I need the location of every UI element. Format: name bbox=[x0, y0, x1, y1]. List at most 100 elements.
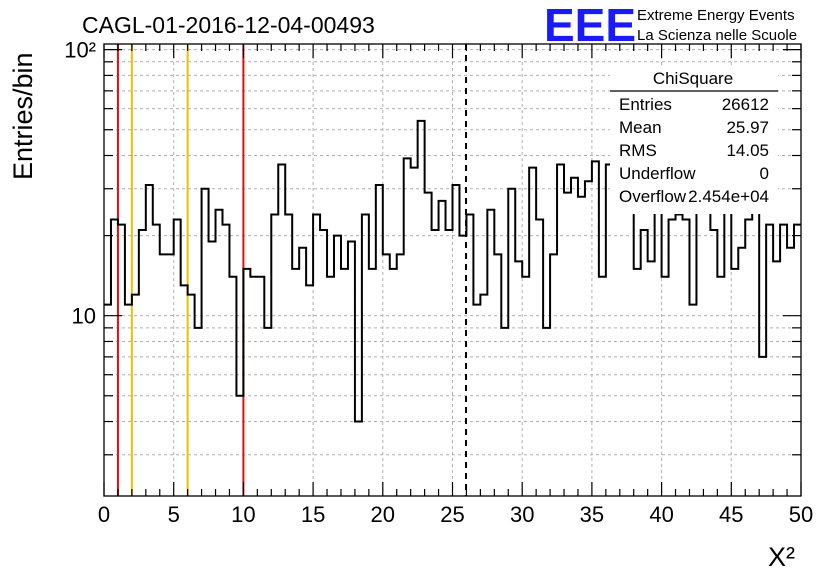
histogram-bin bbox=[222, 225, 229, 496]
y-tick-label: 10² bbox=[64, 38, 96, 63]
histogram-bin bbox=[766, 225, 773, 496]
histogram-bin bbox=[257, 277, 264, 496]
histogram-bin bbox=[439, 201, 446, 496]
histogram-bin bbox=[717, 277, 724, 496]
histogram-bin bbox=[571, 178, 578, 496]
stats-value-mean: 25.97 bbox=[726, 118, 769, 137]
histogram-bin bbox=[683, 219, 690, 496]
y-tick-label: 10 bbox=[72, 304, 96, 329]
histogram-bin bbox=[292, 269, 299, 496]
histogram-bin bbox=[369, 269, 376, 496]
histogram-bin bbox=[397, 254, 404, 496]
histogram-bin bbox=[390, 269, 397, 496]
histogram-bin bbox=[341, 269, 348, 496]
histogram-bin bbox=[411, 168, 418, 496]
x-tick-label: 30 bbox=[510, 502, 534, 527]
histogram-bin bbox=[446, 230, 453, 496]
histogram-bin bbox=[543, 328, 550, 496]
x-tick-label: 5 bbox=[168, 502, 180, 527]
histogram-bin bbox=[320, 230, 327, 496]
histogram-bin bbox=[787, 248, 794, 496]
chart-title: CAGL-01-2016-12-04-00493 bbox=[82, 12, 375, 38]
stats-label-underflow: Underflow bbox=[619, 164, 696, 183]
histogram-bin bbox=[104, 305, 111, 496]
histogram-bin bbox=[362, 215, 369, 496]
histogram-bin bbox=[264, 328, 271, 496]
histogram-bin bbox=[724, 174, 731, 496]
histogram-bin bbox=[501, 328, 508, 496]
histogram-bin bbox=[585, 181, 592, 496]
histogram-bin bbox=[348, 242, 355, 496]
histogram-bin bbox=[209, 242, 216, 496]
histogram-bin bbox=[620, 185, 627, 496]
histogram-bin bbox=[522, 277, 529, 496]
histogram-bin bbox=[662, 277, 669, 496]
histogram-bin bbox=[529, 168, 536, 496]
histogram-bin bbox=[181, 285, 188, 496]
histogram-bins bbox=[104, 119, 801, 496]
histogram-bin bbox=[243, 269, 250, 496]
histogram-bin bbox=[278, 165, 285, 496]
grid-lines bbox=[104, 44, 801, 496]
histogram-bin bbox=[118, 225, 125, 496]
histogram-bin bbox=[515, 261, 522, 496]
histogram-bin bbox=[453, 185, 460, 496]
histogram-bin bbox=[780, 225, 787, 496]
axis-ticks bbox=[103, 44, 802, 496]
histogram-bin bbox=[383, 254, 390, 496]
stats-value-entries: 26612 bbox=[722, 95, 769, 114]
histogram-bin bbox=[550, 254, 557, 496]
histogram-bin bbox=[773, 261, 780, 496]
stats-title: ChiSquare bbox=[653, 69, 733, 88]
stats-label-mean: Mean bbox=[619, 118, 662, 137]
x-tick-label: 35 bbox=[580, 502, 604, 527]
histogram-bin bbox=[473, 305, 480, 496]
x-tick-label: 20 bbox=[371, 502, 395, 527]
histogram-bin bbox=[216, 210, 223, 496]
histogram-bin bbox=[132, 295, 139, 496]
tick-labels: 0 5 10 15 20 25 30 35 40 45 50 10 10² bbox=[64, 38, 813, 527]
histogram-bin bbox=[634, 269, 641, 496]
histogram-bin bbox=[376, 185, 383, 496]
histogram-bin bbox=[355, 422, 362, 496]
stats-value-overflow: 2.454e+04 bbox=[688, 187, 769, 206]
stats-box: ChiSquare Entries 26612 Mean 25.97 RMS 1… bbox=[610, 66, 778, 214]
histogram-bin bbox=[578, 197, 585, 496]
histogram-bin bbox=[425, 193, 432, 496]
histogram-bin bbox=[174, 219, 181, 496]
histogram-bin bbox=[564, 193, 571, 496]
y-axis-label: Entries/bin bbox=[8, 52, 38, 180]
histogram-bin bbox=[676, 215, 683, 496]
eee-logo: EEE Extreme Energy Events La Scienza nel… bbox=[544, 0, 797, 51]
histogram-bin bbox=[146, 185, 153, 496]
x-tick-label: 40 bbox=[649, 502, 673, 527]
histogram-bin bbox=[313, 215, 320, 496]
histogram-bin bbox=[599, 277, 606, 496]
x-tick-label: 10 bbox=[231, 502, 255, 527]
x-tick-label: 15 bbox=[301, 502, 325, 527]
histogram-bin bbox=[125, 305, 132, 496]
eee-logo-mark: EEE bbox=[544, 0, 636, 51]
histogram-bin bbox=[459, 236, 466, 496]
histogram-bin bbox=[557, 165, 564, 496]
histogram-bin bbox=[641, 230, 648, 496]
histogram-bin bbox=[627, 185, 634, 496]
histogram-bin bbox=[195, 328, 202, 496]
histogram-bin bbox=[648, 261, 655, 496]
histogram-bin bbox=[285, 215, 292, 496]
histogram-bin bbox=[536, 219, 543, 496]
histogram-outline bbox=[104, 119, 801, 423]
eee-logo-line1: Extreme Energy Events bbox=[637, 7, 795, 24]
histogram-bin bbox=[508, 189, 515, 496]
histogram-bin bbox=[487, 210, 494, 496]
stats-label-entries: Entries bbox=[619, 95, 672, 114]
histogram-bin bbox=[494, 254, 501, 496]
histogram-bin bbox=[745, 219, 752, 496]
histogram-bin bbox=[703, 197, 710, 496]
histogram-bin bbox=[689, 305, 696, 496]
x-tick-label: 50 bbox=[789, 502, 813, 527]
histogram-bin bbox=[752, 197, 759, 496]
histogram-bin bbox=[139, 230, 146, 496]
histogram-bin bbox=[327, 277, 334, 496]
